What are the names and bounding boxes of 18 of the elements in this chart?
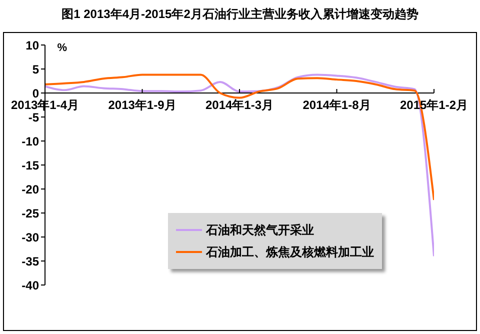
y-tick-label: 10 (26, 38, 40, 52)
y-tick-label: 0 (32, 86, 40, 100)
x-tick-label: 2013年1-9月 (108, 98, 176, 112)
y-tick-label: -5 (28, 110, 40, 124)
y-tick-label: -40 (22, 278, 40, 292)
legend-label: 石油加工、炼焦及核燃料加工业 (206, 244, 374, 260)
y-tick-label: -10 (22, 134, 40, 148)
x-tick-label: 2014年1-3月 (205, 98, 274, 112)
y-tick-label: -20 (22, 182, 40, 196)
y-axis-title: % (57, 42, 68, 54)
legend-label: 石油和天然气开采业 (206, 222, 314, 238)
y-tick-label: -30 (22, 230, 40, 244)
chart-title: 图1 2013年4月-2015年2月石油行业主营业务收入累计增速变动趋势 (60, 6, 420, 23)
y-tick-label: -15 (22, 158, 40, 172)
y-tick-label: -35 (22, 254, 40, 268)
x-tick-label: 2014年1-8月 (302, 98, 371, 112)
y-tick-label: -25 (22, 206, 40, 220)
y-tick-label: 5 (32, 62, 40, 76)
